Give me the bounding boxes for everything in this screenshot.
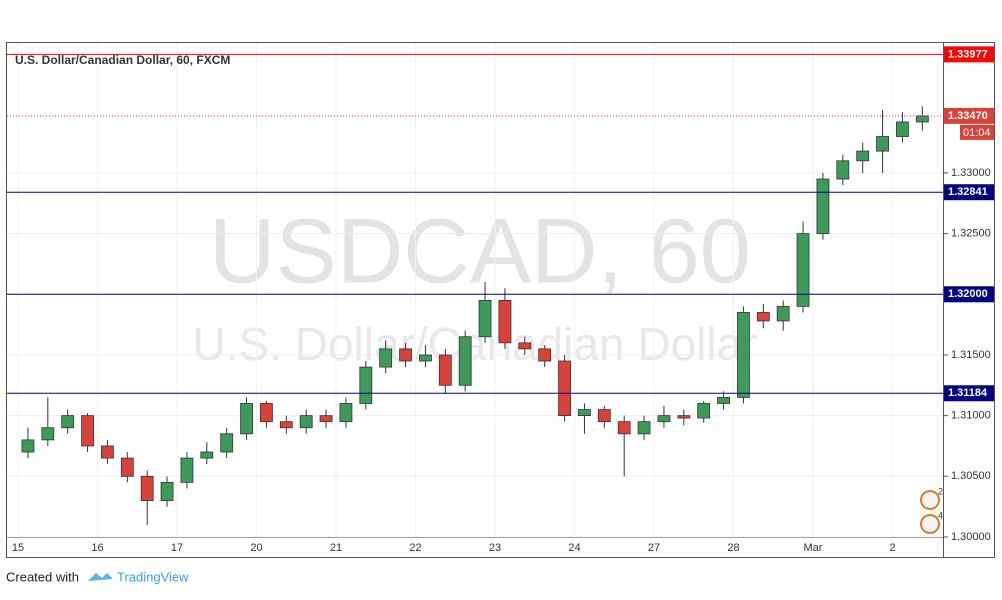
x-tick-label: 21 <box>330 542 342 554</box>
candle-body <box>538 348 552 362</box>
candle-body <box>101 445 114 459</box>
candle-body <box>737 312 750 398</box>
candle-body <box>756 312 770 322</box>
candle-body <box>160 481 174 501</box>
x-tick-label: 23 <box>489 542 501 554</box>
last-price-label: 1.33470 <box>948 110 988 122</box>
footer-brand[interactable]: TradingView <box>117 569 189 584</box>
candle-body <box>915 115 929 123</box>
candle-body <box>419 354 432 362</box>
countdown-label: 01:04 <box>963 127 991 139</box>
event-marker <box>920 514 940 534</box>
candle-body <box>617 421 631 435</box>
price-line-label: 1.31184 <box>948 387 988 399</box>
y-tick-label: 1.31000 <box>951 410 991 422</box>
x-tick-label: Mar <box>804 542 823 554</box>
candle-body <box>339 403 353 423</box>
candle-body <box>120 457 134 477</box>
candle-body <box>220 433 234 453</box>
candle-body <box>319 415 333 423</box>
countdown-tag <box>960 124 994 140</box>
watermark-subtitle: U.S. Dollar/Canadian Dollar <box>192 318 757 370</box>
candle-body <box>200 451 214 459</box>
x-tick-label: 16 <box>91 542 103 554</box>
x-tick-label: 24 <box>568 542 580 554</box>
candle-body <box>379 348 393 368</box>
candle-body <box>279 421 293 429</box>
event-marker <box>920 490 940 510</box>
candle-body <box>240 403 253 435</box>
footer-prefix: Created with <box>6 569 79 584</box>
y-tick-label: 1.31500 <box>951 349 991 361</box>
y-tick-label: 1.30000 <box>951 531 991 543</box>
y-tick-label: 1.32500 <box>951 228 991 240</box>
candle-body <box>677 415 691 419</box>
price-line-tag <box>944 184 994 201</box>
candle-body <box>597 409 611 423</box>
last-price-tag <box>944 107 994 124</box>
candle-body <box>697 403 711 419</box>
candle-body <box>896 121 909 137</box>
event-marker-label: 2 <box>938 486 943 496</box>
candle-body <box>21 439 35 453</box>
price-line-tag <box>944 46 994 63</box>
candle-body <box>836 160 850 180</box>
candle-body <box>81 415 94 447</box>
y-tick-label: 1.33000 <box>951 167 991 179</box>
candle-body <box>657 415 671 423</box>
price-line-tag <box>944 385 994 402</box>
candle-body <box>717 397 730 404</box>
candle-body <box>41 427 55 441</box>
candle-body <box>856 150 870 162</box>
price-line-label: 1.32841 <box>948 186 988 198</box>
watermark: USDCAD, 60 <box>209 200 751 302</box>
candle-body <box>478 299 492 338</box>
y-tick-label: 1.30500 <box>951 470 991 482</box>
candle-body <box>61 415 75 429</box>
candle-body <box>458 336 472 386</box>
candle-body <box>796 233 810 307</box>
candle-body <box>558 360 571 417</box>
x-tick-label: 20 <box>250 542 262 554</box>
candle-body <box>637 421 651 435</box>
candle-body <box>299 415 313 429</box>
x-tick-label: 27 <box>648 542 660 554</box>
candle-body <box>776 306 790 322</box>
frame <box>6 42 995 558</box>
candle-body <box>518 342 532 350</box>
price-line-tag <box>944 286 994 303</box>
x-tick-label: 17 <box>171 542 183 554</box>
candle-body <box>359 366 373 404</box>
x-tick-label: 22 <box>409 542 421 554</box>
candle-body <box>438 354 452 386</box>
candle-body <box>260 403 273 423</box>
candle-body <box>876 136 889 152</box>
candle-body <box>578 409 591 417</box>
candle-body <box>498 299 512 344</box>
candle-body <box>140 475 154 501</box>
price-line-label: 1.32000 <box>948 288 988 300</box>
event-marker-label: 4 <box>938 510 943 520</box>
candle-body <box>180 457 194 483</box>
chart-title: U.S. Dollar/Canadian Dollar, 60, FXCM <box>15 53 230 67</box>
candle-body <box>399 348 412 362</box>
price-line-label: 1.33977 <box>948 48 988 60</box>
x-tick-label: 2 <box>889 542 895 554</box>
x-tick-label: 28 <box>727 542 739 554</box>
candle-body <box>816 178 830 235</box>
tradingview-logo <box>88 573 113 581</box>
x-tick-label: 15 <box>12 542 24 554</box>
